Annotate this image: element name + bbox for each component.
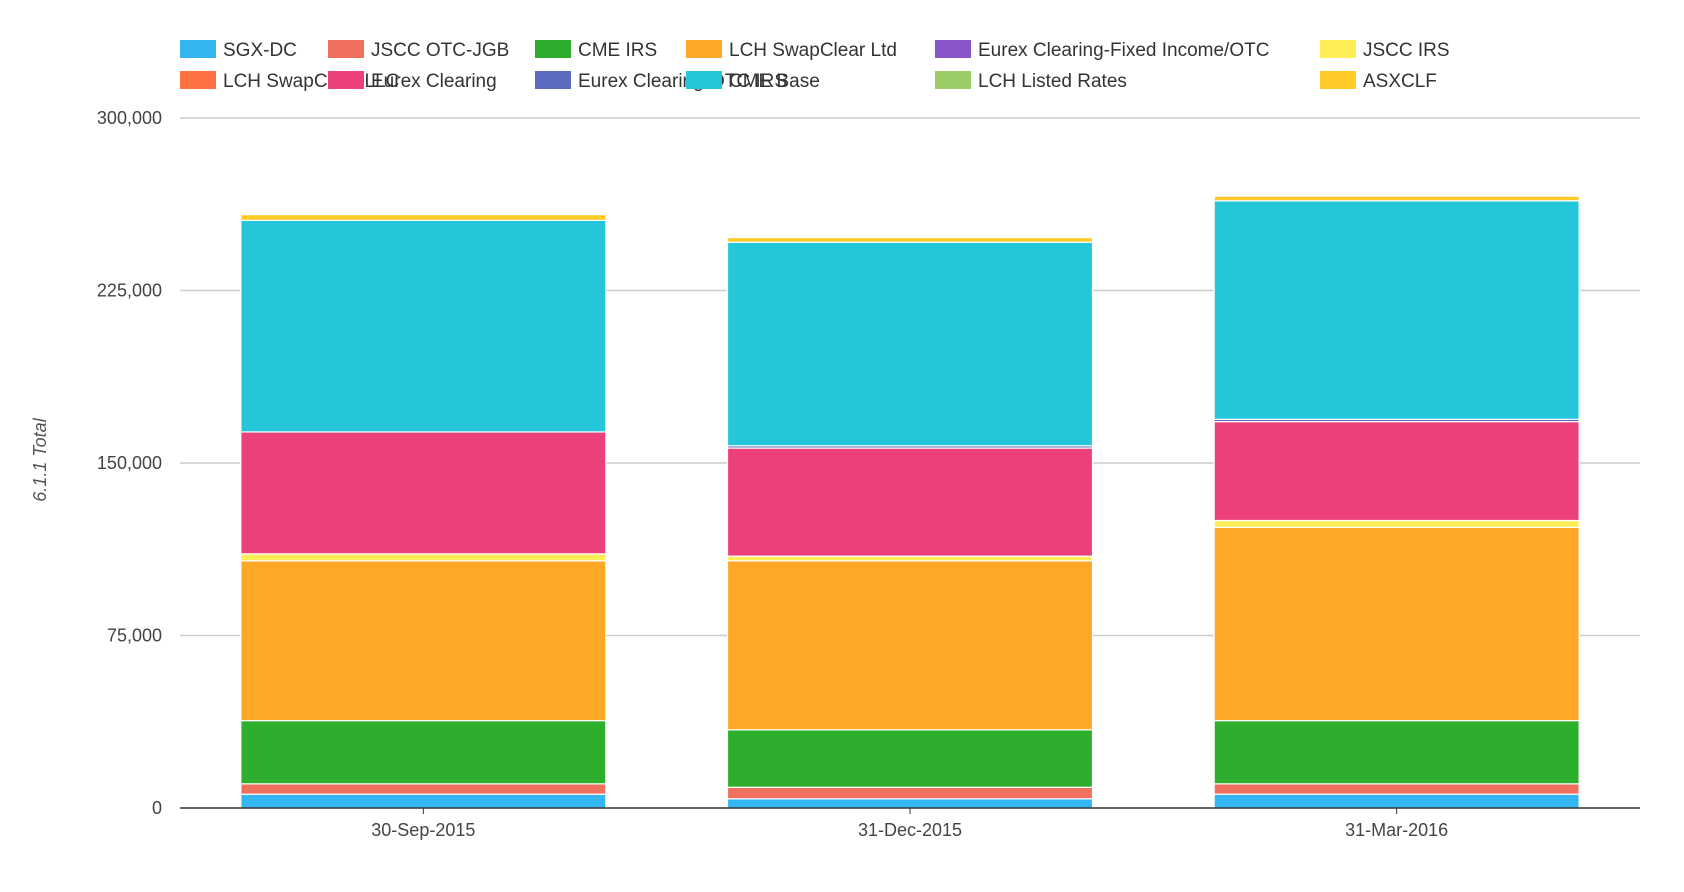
legend-swatch <box>535 40 571 58</box>
legend-swatch <box>1320 71 1356 89</box>
bar-segment[interactable] <box>726 555 1094 562</box>
bar-segment[interactable] <box>726 237 1094 243</box>
bar-segment[interactable] <box>1213 200 1580 420</box>
legend-item[interactable]: LCH Listed Rates <box>935 71 1127 92</box>
bar-segment[interactable] <box>1213 421 1580 522</box>
legend-label: ASXCLF <box>1363 71 1437 92</box>
legend-item[interactable]: Eurex Clearing-Fixed Income/OTC <box>935 40 1269 61</box>
bar-segment[interactable] <box>240 431 607 555</box>
legend-label: JSCC OTC-JGB <box>371 40 509 61</box>
y-tick-label: 225,000 <box>97 281 162 301</box>
bar-segment[interactable] <box>726 241 1094 447</box>
y-tick-label: 75,000 <box>107 626 162 646</box>
bar-segment[interactable] <box>240 553 607 562</box>
legend-swatch <box>328 40 364 58</box>
x-tick-label: 30-Sep-2015 <box>371 820 475 840</box>
x-axis-ticks: 30-Sep-2015 31-Dec-2015 31-Mar-2016 <box>371 808 1448 840</box>
bar-segment[interactable] <box>240 219 607 433</box>
legend-label: LCH SwapClear Ltd <box>729 40 897 61</box>
legend-swatch <box>328 71 364 89</box>
legend-label: CME IRS <box>578 40 657 61</box>
bar-segment[interactable] <box>240 214 607 221</box>
x-tick-label: 31-Dec-2015 <box>858 820 962 840</box>
legend-label: Eurex Clearing-Fixed Income/OTC <box>978 40 1269 61</box>
bar-segment[interactable] <box>1213 519 1580 529</box>
bar-segment[interactable] <box>726 560 1094 731</box>
legend-item[interactable]: LCH SwapClear LLC <box>180 71 399 92</box>
legend-label: Eurex Clearing-OTC IRS <box>578 71 787 92</box>
legend-item[interactable]: JSCC IRS <box>1320 40 1450 61</box>
legend-item[interactable]: CME IRS <box>535 40 657 61</box>
y-axis-title: 6.1.1 Total <box>30 417 50 501</box>
bar-segment[interactable] <box>240 719 607 785</box>
legend-swatch <box>686 40 722 58</box>
legend-item[interactable]: SGX-DC <box>180 40 297 61</box>
bar-segment[interactable] <box>240 783 607 795</box>
bars <box>240 195 1580 809</box>
bar-stack <box>1213 195 1580 809</box>
bar-segment[interactable] <box>1213 526 1580 722</box>
legend-swatch <box>1320 40 1356 58</box>
y-tick-label: 150,000 <box>97 453 162 473</box>
y-axis-ticks: 0 75,000 150,000 225,000 300,000 <box>97 108 162 818</box>
bar-segment[interactable] <box>1213 793 1580 809</box>
bar-segment[interactable] <box>726 729 1094 788</box>
legend-item[interactable]: Eurex Clearing-OTC IRS <box>535 71 787 92</box>
bar-stack <box>240 214 607 809</box>
bar-segment[interactable] <box>240 560 607 722</box>
bar-segment[interactable] <box>726 786 1094 800</box>
legend-item[interactable]: Eurex Clearing <box>328 71 497 92</box>
legend-swatch <box>180 40 216 58</box>
legend-swatch <box>935 71 971 89</box>
legend-label: SGX-DC <box>223 40 297 61</box>
legend-label: LCH Listed Rates <box>978 71 1127 92</box>
legend-swatch <box>180 71 216 89</box>
legend-swatch <box>535 71 571 89</box>
legend-swatch <box>686 71 722 89</box>
legend-swatch <box>935 40 971 58</box>
y-tick-label: 0 <box>152 798 162 818</box>
legend-label: JSCC IRS <box>1363 40 1450 61</box>
bar-segment[interactable] <box>726 447 1094 557</box>
legend-label: Eurex Clearing <box>371 71 497 92</box>
bar-segment[interactable] <box>1213 719 1580 785</box>
bar-segment[interactable] <box>1213 195 1580 202</box>
legend-item[interactable]: LCH SwapClear Ltd <box>686 40 897 61</box>
x-tick-label: 31-Mar-2016 <box>1345 820 1448 840</box>
bar-stack <box>726 237 1094 809</box>
legend: SGX-DC JSCC OTC-JGB CME IRS LCH SwapClear L… <box>180 40 1450 92</box>
legend-item[interactable]: JSCC OTC-JGB <box>328 40 509 61</box>
legend-label: CME Base <box>729 71 820 92</box>
bar-segment[interactable] <box>240 793 607 809</box>
bar-segment[interactable] <box>1213 783 1580 795</box>
legend-item[interactable]: CME Base <box>686 71 820 92</box>
legend-item[interactable]: ASXCLF <box>1320 71 1437 92</box>
y-tick-label: 300,000 <box>97 108 162 128</box>
bar-segment[interactable] <box>726 798 1094 809</box>
